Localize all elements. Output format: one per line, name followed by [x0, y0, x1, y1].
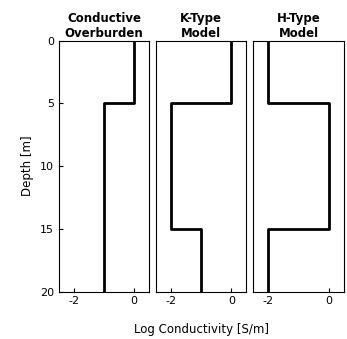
Title: H-Type
Model: H-Type Model — [277, 12, 320, 40]
Text: Log Conductivity [S/m]: Log Conductivity [S/m] — [134, 323, 269, 336]
Title: Conductive
Overburden: Conductive Overburden — [65, 12, 143, 40]
Title: K-Type
Model: K-Type Model — [180, 12, 222, 40]
Y-axis label: Depth [m]: Depth [m] — [22, 136, 34, 196]
